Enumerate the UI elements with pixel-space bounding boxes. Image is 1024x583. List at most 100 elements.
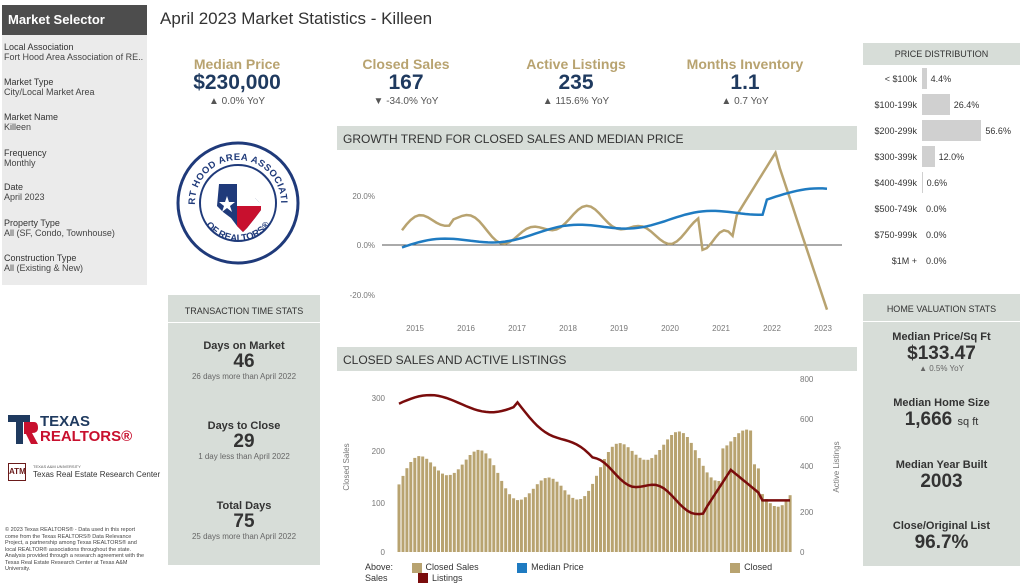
price-dist-row: $300-399k 12.0% [863, 144, 1020, 170]
growth-trend-chart: 20.0% 0.0% -20.0% 2015 2016 2017 2018 2019 20… [350, 150, 842, 333]
kpi-delta: ▲ 0.7 YoY [721, 96, 769, 107]
closed-active-chart: 300 200 100 0 800 600 400 200 0 Closed S… [342, 375, 841, 557]
left-tick: 100 [372, 499, 386, 508]
right-tick: 600 [800, 415, 814, 424]
closed-sales-bar [539, 480, 543, 552]
kpi-label: Closed Sales [362, 56, 450, 72]
closed-sales-bar [480, 450, 484, 552]
price-dist-category: $1M + [891, 256, 917, 266]
price-dist-value: 0.6% [926, 178, 948, 188]
right-tick: 0 [800, 548, 805, 557]
hv-value: $133.47 [907, 343, 976, 364]
active-listings-line [398, 393, 790, 516]
hv-label: Median Home Size [893, 397, 990, 409]
tstat-value: 75 [233, 511, 255, 532]
selector-field-value[interactable]: Fort Hood Area Association of RE.. [4, 52, 144, 62]
closed-sales-bar [776, 506, 780, 552]
closed-sales-bar [425, 458, 429, 552]
closed-sales-bar [508, 494, 512, 552]
closed-sales-bar [500, 480, 504, 552]
tstat-label: Days on Market [203, 340, 285, 352]
right-tick: 200 [800, 508, 814, 517]
selector-field-label: Property Type [4, 218, 60, 228]
price-dist-category: $200-299k [874, 126, 917, 136]
kpi-closed-sales: Closed Sales 167 ▼ -34.0% YoY [331, 56, 481, 107]
closed-sales-growth-line [401, 150, 829, 311]
closed-sales-bar [654, 454, 658, 552]
price-dist-category: $100-199k [874, 100, 917, 110]
closed-sales-bar [709, 477, 713, 552]
hv-value: 1,666 [904, 409, 953, 430]
hv-unit: sq ft [957, 416, 979, 428]
tamu-mark-icon: ATM [8, 463, 26, 481]
hv-label: Median Year Built [895, 459, 988, 471]
closed-sales-bar [602, 459, 606, 552]
legend-swatch-listings [418, 573, 429, 583]
right-axis-label: Active Listings [832, 441, 841, 492]
median-year-built: Median Year Built 2003 [863, 459, 1020, 492]
selector-field-value[interactable]: April 2023 [4, 192, 45, 202]
x-tick: 2021 [712, 324, 730, 333]
selector-field-value[interactable]: Killeen [4, 122, 32, 132]
kpi-value: 167 [388, 71, 424, 94]
closed-sales-bar [725, 445, 729, 552]
closed-sales-bar [685, 437, 689, 552]
selector-field-value[interactable]: All (SF, Condo, Townhouse) [4, 228, 115, 238]
closed-sales-bar [421, 456, 425, 552]
closed-active-header: CLOSED SALES AND ACTIVE LISTINGS [337, 347, 857, 371]
closed-sales-bar [575, 499, 579, 552]
closed-sales-bar [563, 490, 567, 552]
association-logo: FORT HOOD AREA ASSOCIATION OF REALTORS® [175, 140, 300, 265]
price-dist-category: $300-399k [874, 152, 917, 162]
days-to-close: Days to Close 29 1 day less than April 2… [168, 420, 320, 461]
closed-sales-bar [547, 477, 551, 552]
closed-sales-bar [753, 464, 756, 552]
closed-sales-bar [772, 506, 776, 552]
selector-field-value[interactable]: All (Existing & New) [4, 263, 84, 273]
texas-text: TEXAS [40, 413, 91, 430]
closed-sales-bar [614, 443, 618, 552]
y-tick: 0.0% [357, 241, 375, 250]
legend-listings: Listings [432, 572, 463, 583]
price-dist-row: $1M + 0.0% [863, 248, 1020, 274]
closed-sales-bar [527, 493, 531, 552]
closed-sales-bar [476, 449, 480, 552]
selector-field-label: Market Name [4, 112, 59, 122]
closed-sales-bar [630, 450, 634, 552]
closed-sales-bar [642, 459, 646, 552]
price-dist-row: $500-749k 0.0% [863, 196, 1020, 222]
price-dist-value: 56.6% [985, 126, 1011, 136]
closed-sales-bar [677, 431, 681, 552]
closed-sales-bar [496, 472, 500, 552]
selector-field-label: Market Type [4, 77, 54, 87]
closed-sales-bar [571, 497, 575, 552]
growth-trend-header: GROWTH TREND FOR CLOSED SALES AND MEDIAN… [337, 126, 857, 150]
closed-sales-bar [460, 464, 464, 552]
footer-disclaimer: © 2023 Texas REALTORS® - Data used in th… [5, 527, 145, 572]
home-valuation-panel [863, 294, 1020, 566]
closed-sales-bar [409, 462, 413, 552]
closed-sales-bar [618, 443, 622, 552]
closed-sales-bar [658, 450, 662, 552]
closed-sales-bar [638, 457, 642, 552]
closed-sales-bar [587, 490, 591, 552]
closed-sales-bar [606, 452, 610, 552]
kpi-value: 235 [558, 71, 594, 94]
selector-field-value[interactable]: City/Local Market Area [4, 87, 95, 97]
selector-field-label: Local Association [4, 42, 74, 52]
closed-sales-bar [717, 481, 721, 552]
selector-field-value[interactable]: Monthly [4, 158, 36, 168]
legend-swatch-median [517, 562, 528, 573]
closed-sales-bar [488, 458, 492, 552]
hv-label: Close/Original List [892, 520, 991, 532]
tamu-small-text: TEXAS A&M UNIVERSITY [33, 464, 81, 469]
kpi-label: Median Price [193, 56, 281, 72]
total-days: Total Days 75 25 days more than April 20… [168, 500, 320, 541]
closed-sales-bar [705, 472, 709, 552]
closed-sales-bar [551, 478, 555, 552]
kpi-value: 1.1 [730, 71, 760, 94]
price-dist-row: < $100k 4.4% [863, 66, 1020, 92]
legend-closed-sales: Closed Sales [425, 562, 479, 572]
right-tick: 400 [800, 462, 814, 471]
closed-sales-bar [634, 454, 638, 552]
